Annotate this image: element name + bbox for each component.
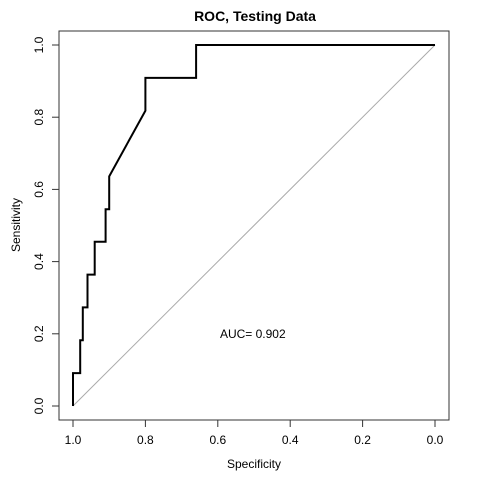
roc-curve xyxy=(72,44,435,406)
y-tick-label: 0.6 xyxy=(32,181,46,198)
reference-diagonal xyxy=(72,44,436,407)
chart-title: ROC, Testing Data xyxy=(194,8,316,24)
x-tick-label: 0.0 xyxy=(427,433,444,447)
x-tick-label: 0.2 xyxy=(354,433,371,447)
x-tick-label: 0.6 xyxy=(209,433,226,447)
y-axis: 0.0 0.2 0.4 0.6 0.8 1.0 xyxy=(32,36,60,414)
y-tick-label: 1.0 xyxy=(32,36,46,53)
auc-annotation: AUC= 0.902 xyxy=(220,327,286,341)
y-tick-label: 0.2 xyxy=(32,325,46,342)
y-tick-label: 0.0 xyxy=(32,397,46,414)
y-axis-label: Sensitivity xyxy=(9,198,23,252)
y-tick-label: 0.4 xyxy=(32,253,46,270)
x-tick-label: 0.8 xyxy=(137,433,154,447)
y-tick-label: 0.8 xyxy=(32,109,46,126)
series-layer xyxy=(72,44,436,407)
x-axis: 1.0 0.8 0.6 0.4 0.2 0.0 xyxy=(65,419,444,447)
x-tick-label: 0.4 xyxy=(282,433,299,447)
x-tick-label: 1.0 xyxy=(65,433,82,447)
x-axis-label: Specificity xyxy=(227,457,281,471)
